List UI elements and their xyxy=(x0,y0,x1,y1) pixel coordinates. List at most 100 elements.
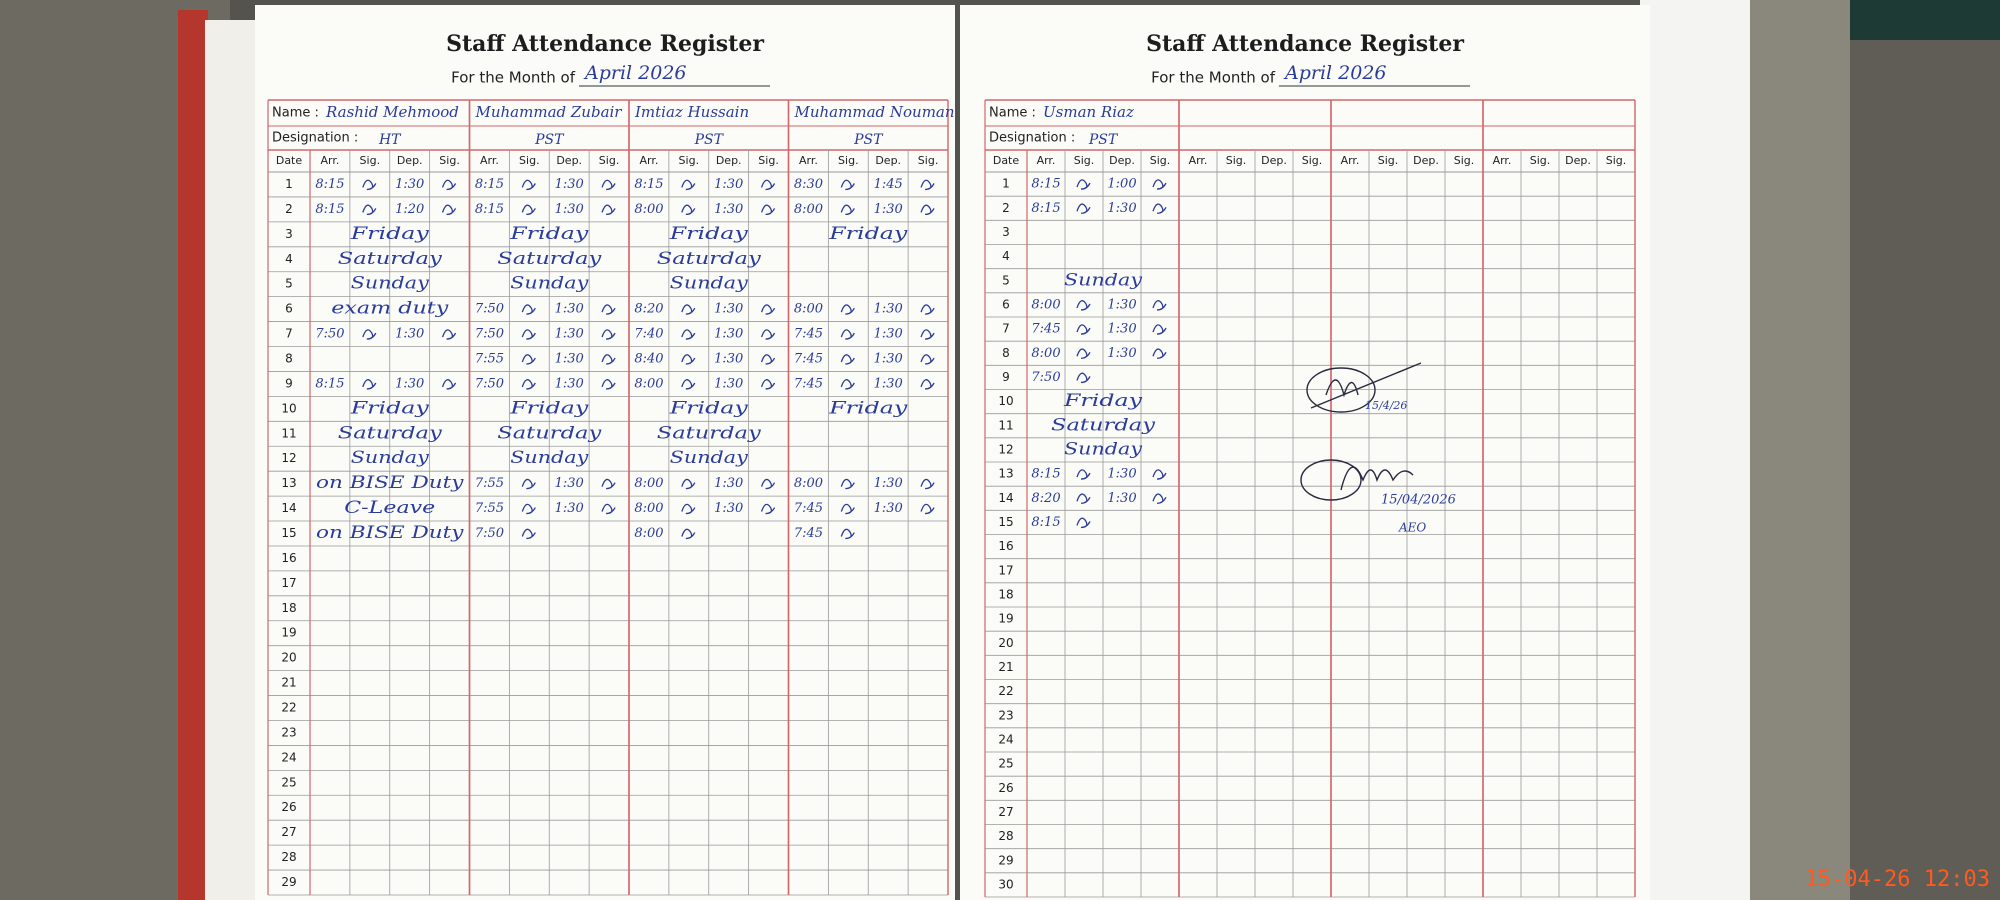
day-note: Sunday xyxy=(1064,439,1142,459)
date-number: 23 xyxy=(281,725,296,739)
officer-signature xyxy=(1340,466,1414,491)
departure-time: 1:30 xyxy=(555,327,584,342)
month-label: For the Month of xyxy=(1151,69,1276,87)
signature xyxy=(441,379,457,390)
column-header: Sig. xyxy=(838,154,859,167)
day-note: Friday xyxy=(349,224,429,244)
signature xyxy=(920,204,935,216)
endorsement-date: 15/04/2026 xyxy=(1381,493,1456,508)
signature xyxy=(681,204,696,216)
arrival-time: 8:40 xyxy=(634,351,663,366)
stamp-signature xyxy=(1306,367,1376,413)
arrival-time: 8:15 xyxy=(1031,201,1060,216)
register: Staff Attendance Register For the Month o… xyxy=(255,5,1650,900)
arrival-time: 8:15 xyxy=(475,202,504,217)
chair xyxy=(1850,0,2000,40)
signature xyxy=(521,179,536,191)
departure-time: 1:30 xyxy=(395,177,424,192)
column-header: Dep. xyxy=(1261,154,1287,167)
day-note: on BISE Duty xyxy=(316,473,464,493)
signature xyxy=(1076,348,1091,359)
date-number: 19 xyxy=(998,612,1013,626)
arrival-time: 7:45 xyxy=(1031,322,1060,337)
arrival-time: 8:00 xyxy=(794,302,823,317)
departure-time: 1:30 xyxy=(555,501,584,516)
signature xyxy=(920,379,935,390)
date-number: 8 xyxy=(1002,346,1010,360)
departure-time: 1:30 xyxy=(395,376,424,391)
date-number: 24 xyxy=(281,750,296,764)
departure-time: 1:30 xyxy=(555,202,584,217)
arrival-time: 8:20 xyxy=(1031,491,1060,506)
day-note: Saturday xyxy=(1051,415,1156,435)
signature xyxy=(1076,179,1091,190)
page: Staff Attendance Register For the Month o… xyxy=(255,5,955,900)
under-pages-right xyxy=(1640,0,1750,900)
date-number: 9 xyxy=(285,376,293,390)
departure-time: 1:30 xyxy=(1107,201,1136,216)
signature xyxy=(840,179,855,191)
arrival-time: 7:50 xyxy=(475,302,504,317)
signature xyxy=(840,329,855,340)
date-number: 10 xyxy=(998,394,1013,408)
signature xyxy=(601,329,616,340)
arrival-time: 8:15 xyxy=(315,177,344,192)
date-number: 15 xyxy=(998,515,1013,529)
signature xyxy=(1152,179,1167,190)
arrival-time: 7:55 xyxy=(475,501,504,516)
arrival-time: 8:00 xyxy=(634,526,663,541)
signature xyxy=(362,179,377,191)
departure-time: 1:30 xyxy=(874,202,903,217)
signature xyxy=(1152,469,1167,480)
signature xyxy=(920,179,935,191)
signature xyxy=(681,379,696,390)
departure-time: 1:30 xyxy=(1107,491,1136,506)
staff-name: Usman Riaz xyxy=(1043,103,1134,121)
departure-time: 1:30 xyxy=(555,376,584,391)
date-number: 3 xyxy=(285,227,293,241)
signature xyxy=(840,478,855,490)
staff-designation: PST xyxy=(853,132,884,148)
day-note: Sunday xyxy=(670,448,748,468)
column-header: Sig. xyxy=(1226,154,1247,167)
departure-time: 1:30 xyxy=(874,476,903,491)
signature xyxy=(681,179,696,191)
departure-time: 1:30 xyxy=(874,302,903,317)
day-note: Friday xyxy=(509,224,589,244)
column-header: Sig. xyxy=(758,154,779,167)
date-number: 1 xyxy=(1002,177,1010,191)
signature xyxy=(920,503,935,515)
month-value: April 2026 xyxy=(583,62,687,84)
arrival-time: 8:00 xyxy=(1031,297,1060,312)
column-header: Sig. xyxy=(599,154,620,167)
date-number: 21 xyxy=(998,660,1013,674)
signature xyxy=(681,329,696,340)
column-header: Arr. xyxy=(480,154,499,167)
day-note: Saturday xyxy=(657,249,762,269)
day-note: Saturday xyxy=(338,249,443,269)
arrival-time: 7:45 xyxy=(794,526,823,541)
staff-name: Imtiaz Hussain xyxy=(634,103,749,121)
date-number: 17 xyxy=(998,563,1013,577)
column-header: Sig. xyxy=(519,154,540,167)
arrival-time: 8:00 xyxy=(794,202,823,217)
day-note: Sunday xyxy=(670,274,748,294)
date-header: Date xyxy=(993,154,1020,167)
date-number: 16 xyxy=(281,551,296,565)
signature xyxy=(840,528,855,540)
signature xyxy=(681,478,696,490)
staff-designation: HT xyxy=(378,132,402,148)
arrival-time: 7:45 xyxy=(794,351,823,366)
date-number: 2 xyxy=(1002,201,1010,215)
arrival-time: 7:50 xyxy=(475,327,504,342)
signature xyxy=(441,204,457,216)
signature xyxy=(601,204,616,216)
arrival-time: 8:00 xyxy=(634,376,663,391)
date-number: 18 xyxy=(281,601,296,615)
departure-time: 1:45 xyxy=(874,177,903,192)
date-number: 1 xyxy=(285,177,293,191)
signature xyxy=(1076,517,1091,529)
signature xyxy=(362,379,377,390)
arrival-time: 8:00 xyxy=(634,501,663,516)
